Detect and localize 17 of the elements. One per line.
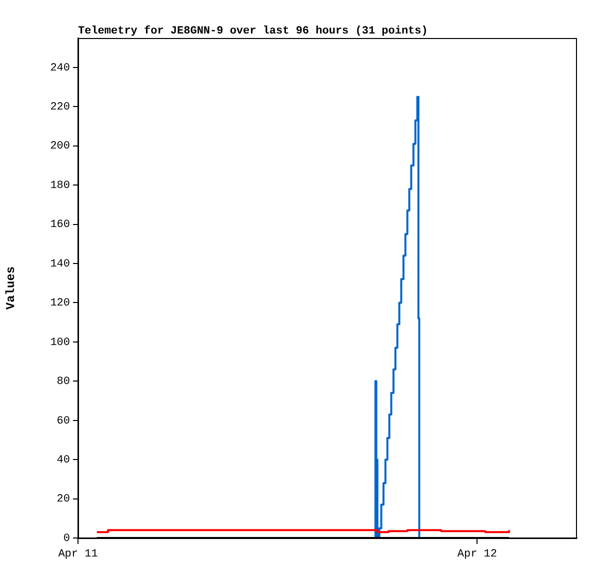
y-tick-label: 0	[63, 532, 70, 545]
chart-title: Telemetry for JE8GNN-9 over last 96 hours (31 points)	[78, 24, 428, 38]
y-tick-label: 140	[50, 258, 70, 270]
y-tick-label: 40	[56, 454, 70, 466]
y-tick-label: 60	[56, 415, 70, 428]
x-tick-label: Apr 11	[58, 548, 98, 561]
y-tick-label: 200	[50, 140, 70, 153]
y-tick-label: 160	[50, 219, 70, 232]
y-tick-label: 220	[50, 102, 70, 114]
y-tick-label: 240	[50, 62, 70, 74]
y-tick-label: 120	[50, 298, 70, 310]
y-tick-label: 20	[56, 494, 70, 506]
y-tick-label: 80	[56, 376, 70, 388]
x-tick-label: Apr 12	[457, 548, 498, 561]
y-tick-label: 180	[50, 180, 70, 192]
y-axis-title: Values	[4, 266, 18, 310]
y-tick-label: 100	[50, 336, 70, 349]
